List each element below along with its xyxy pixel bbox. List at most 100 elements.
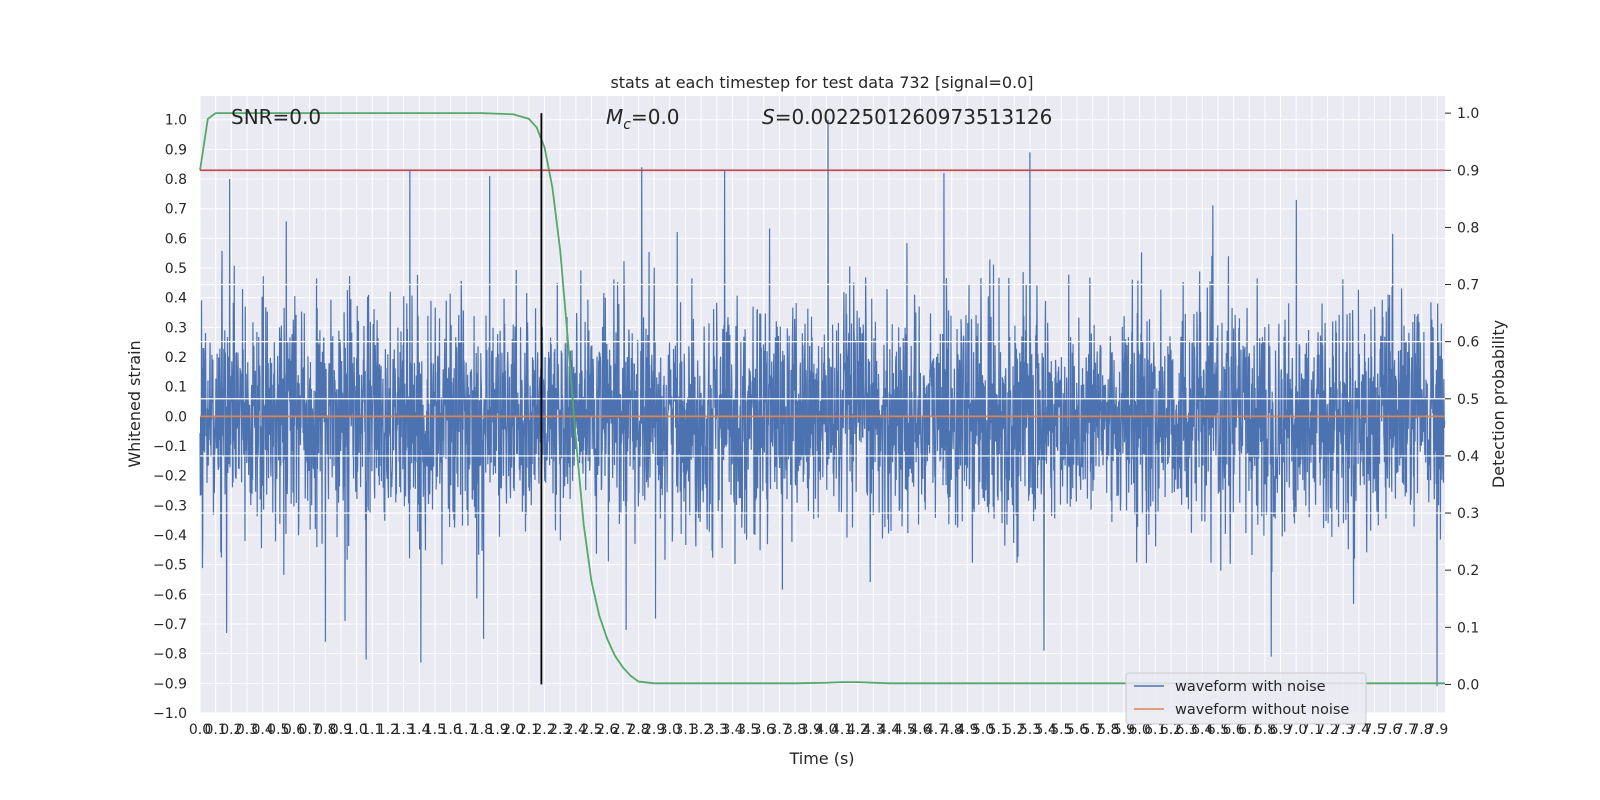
y-tick-label: 0.1 <box>165 380 187 396</box>
x-tick-label: 1.7 <box>455 722 477 738</box>
x-tick-label: 7.2 <box>1316 722 1338 738</box>
x-tick-label: 3.2 <box>690 722 712 738</box>
legend-box <box>1125 672 1367 725</box>
x-tick-label: 2.2 <box>533 722 555 738</box>
y-tick-label: 0.6 <box>165 231 187 247</box>
legend: waveform with noise waveform without noi… <box>1125 672 1367 725</box>
x-tick-label: 1.6 <box>439 722 461 738</box>
y-tick-label: −1.0 <box>153 706 187 722</box>
y-right-tick-label: 0.8 <box>1457 220 1479 236</box>
y-right-tick-label: 1.0 <box>1457 106 1479 122</box>
chart-title: stats at each timestep for test data 732… <box>610 73 1033 92</box>
x-tick-label: 1.8 <box>471 722 493 738</box>
x-tick-label: 4.5 <box>894 722 916 738</box>
probability-line <box>199 112 1445 685</box>
x-tick-label: 7.0 <box>1285 722 1307 738</box>
x-tick-label: 4.8 <box>941 722 963 738</box>
x-tick-label: 5.4 <box>1035 722 1057 738</box>
x-tick-label: 7.6 <box>1379 722 1401 738</box>
y-tick-label: 0.2 <box>165 350 187 366</box>
x-tick-label: 6.5 <box>1207 722 1229 738</box>
x-axis-title: Time (s) <box>788 749 854 768</box>
y-tick-label: −0.4 <box>153 528 187 544</box>
x-tick-label: 5.1 <box>988 722 1010 738</box>
y-axis-title: Whitened strain <box>125 340 144 467</box>
x-tick-label: 7.7 <box>1395 722 1417 738</box>
x-tick-label: 6.8 <box>1254 722 1276 738</box>
x-tick-label: 5.6 <box>1066 722 1088 738</box>
legend-label-clean: waveform without noise <box>1175 702 1349 718</box>
x-tick-label: 0.5 <box>267 722 289 738</box>
y-right-tick-label: 0.7 <box>1457 278 1479 294</box>
x-tick-label: 0.0 <box>189 722 211 738</box>
x-tick-label: 7.5 <box>1363 722 1385 738</box>
x-tick-label: 1.1 <box>361 722 383 738</box>
x-tick-label: 0.4 <box>252 722 274 738</box>
x-tick-label: 2.8 <box>627 722 649 738</box>
x-tick-label: 4.2 <box>847 722 869 738</box>
x-tick-label: 6.9 <box>1269 722 1291 738</box>
y-tick-label: −0.8 <box>153 647 187 663</box>
y-right-tick-label: 0.2 <box>1457 563 1479 579</box>
series-waveform-with-noise <box>199 119 1446 687</box>
x-tick-label: 6.7 <box>1238 722 1260 738</box>
y-right-tick-label: 0.1 <box>1457 620 1479 636</box>
annotation-chirp-mass-symbol: M <box>606 105 623 129</box>
x-tick-label: 4.7 <box>925 722 947 738</box>
y-tick-label: 0.8 <box>165 172 187 188</box>
legend-label-noise: waveform with noise <box>1175 679 1326 695</box>
x-tick-label: 5.9 <box>1113 722 1135 738</box>
x-tick-label: 1.3 <box>392 722 414 738</box>
x-tick-label: 3.5 <box>737 722 759 738</box>
x-tick-label: 4.1 <box>831 722 853 738</box>
x-tick-label: 4.9 <box>956 722 978 738</box>
x-tick-label: 7.4 <box>1348 722 1370 738</box>
x-tick-label: 3.7 <box>768 722 790 738</box>
x-tick-label: 2.3 <box>549 722 571 738</box>
x-tick-label: 0.9 <box>330 722 352 738</box>
x-tick-label: 3.9 <box>800 722 822 738</box>
x-tick-label: 4.6 <box>909 722 931 738</box>
y-tick-label: 1.0 <box>165 113 187 129</box>
x-tick-label: 2.1 <box>518 722 540 738</box>
x-tick-label: 2.4 <box>565 722 587 738</box>
x-tick-label: 3.6 <box>753 722 775 738</box>
x-tick-label: 5.8 <box>1097 722 1119 738</box>
y-right-tick-label: 0.0 <box>1457 677 1479 693</box>
x-tick-label: 4.4 <box>878 722 900 738</box>
x-tick-label: 6.4 <box>1191 722 1213 738</box>
annotation-score: S=0.0022501260973513126 <box>762 105 1052 129</box>
y-tick-label: −0.2 <box>153 469 187 485</box>
y-right-tick-label: 0.9 <box>1457 163 1479 179</box>
x-tick-label: 6.6 <box>1222 722 1244 738</box>
x-tick-label: 6.0 <box>1128 722 1150 738</box>
y-tick-label: −0.3 <box>153 498 187 514</box>
y-tick-label: 0.9 <box>165 142 187 158</box>
x-tick-label: 5.2 <box>1003 722 1025 738</box>
x-tick-label: 2.6 <box>596 722 618 738</box>
x-tick-label: 3.4 <box>721 722 743 738</box>
annotation-chirp-mass-value: =0.0 <box>631 105 680 129</box>
x-tick-label: 4.0 <box>815 722 837 738</box>
y-tick-label: 0.5 <box>165 261 187 277</box>
y-tick-label: −0.1 <box>153 439 187 455</box>
y-tick-label: −0.9 <box>153 676 187 692</box>
x-tick-label: 1.5 <box>424 722 446 738</box>
x-tick-label: 2.5 <box>580 722 602 738</box>
y-axis-right-ticks: 0.0 0.1 0.2 0.3 0.4 0.5 0.6 0.7 0.8 0.9 1.0 <box>1445 106 1479 693</box>
y-right-tick-label: 0.4 <box>1457 449 1479 465</box>
x-tick-label: 0.8 <box>314 722 336 738</box>
x-tick-label: 5.3 <box>1019 722 1041 738</box>
x-tick-label: 3.0 <box>659 722 681 738</box>
x-tick-label: 3.8 <box>784 722 806 738</box>
x-tick-label: 6.1 <box>1144 722 1166 738</box>
annotation-chirp-mass: Mc=0.0 <box>606 105 680 133</box>
x-tick-label: 5.5 <box>1050 722 1072 738</box>
x-tick-label: 6.3 <box>1175 722 1197 738</box>
x-tick-label: 1.4 <box>408 722 430 738</box>
x-axis-ticks: 0.00.10.20.30.40.50.60.70.80.91.01.11.21… <box>189 722 1448 738</box>
y-axis-left-ticks: −1.0 −0.9 −0.8 −0.7 −0.6 −0.5 −0.4 −0.3 −0.2 −0.1… <box>153 113 187 722</box>
x-tick-label: 1.2 <box>377 722 399 738</box>
x-tick-label: 3.3 <box>706 722 728 738</box>
